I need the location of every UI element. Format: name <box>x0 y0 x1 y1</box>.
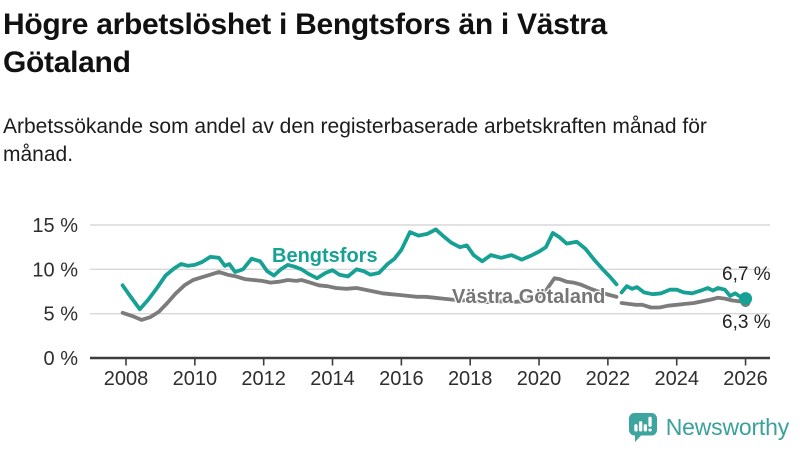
x-axis-tick-label: 2018 <box>448 368 493 390</box>
end-value-label-vastra-gotaland: 6,3 % <box>722 312 771 333</box>
x-axis-tick-label: 2016 <box>379 368 424 390</box>
chart-subtitle: Arbetssökande som andel av den registerb… <box>3 114 707 166</box>
y-axis-tick-label: 5 % <box>44 304 79 326</box>
y-axis-tick-label: 0 % <box>44 348 79 370</box>
series-line-v-stra-g-taland <box>120 270 619 322</box>
x-axis-tick-label: 2008 <box>104 368 149 390</box>
chart-header: Högre arbetslöshet i Bengtsfors än i Väs… <box>3 6 797 168</box>
x-axis-tick-label: 2014 <box>310 368 355 390</box>
x-axis-tick-label: 2012 <box>241 368 286 390</box>
end-value-label-bengtsfors: 6,7 % <box>722 264 771 285</box>
page-title: Högre arbetslöshet i Bengtsfors än i Väs… <box>3 8 607 79</box>
x-axis-tick-label: 2020 <box>517 368 562 390</box>
newsworthy-logo-text: Newsworthy <box>665 414 789 440</box>
newsworthy-logo-icon <box>628 413 657 442</box>
x-axis-tick-label: 2010 <box>173 368 218 390</box>
series-line-bengtsfors <box>120 227 619 312</box>
series-line-bengtsfors <box>619 284 748 301</box>
newsworthy-logo: Newsworthy <box>628 412 789 443</box>
series-end-dot-bengtsfors <box>739 292 753 306</box>
series-line-v-stra-g-taland <box>619 295 748 310</box>
series-label-bengtsfors: Bengtsfors <box>272 245 378 267</box>
y-axis-tick-label: 15 % <box>32 215 78 237</box>
x-axis-tick-label: 2022 <box>586 368 631 390</box>
y-axis-tick-label: 10 % <box>32 259 78 281</box>
series-label-vastra-gotaland: Västra Götaland <box>452 286 606 308</box>
x-axis-tick-label: 2026 <box>723 368 768 390</box>
x-axis-tick-label: 2024 <box>654 368 699 390</box>
